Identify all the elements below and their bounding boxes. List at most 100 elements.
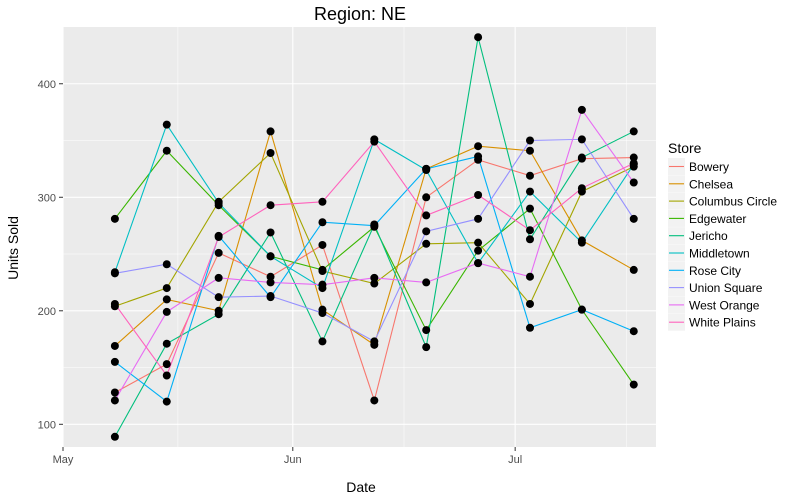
x-axis-label: Date: [346, 479, 376, 495]
legend-label-west-orange: West Orange: [689, 298, 760, 312]
y-axis-label: Units Sold: [5, 216, 21, 280]
y-axis: 100 200 300 400: [38, 79, 63, 431]
data-point-rose-city: [318, 218, 327, 227]
data-point-union-square: [629, 214, 638, 223]
data-point-union-square: [422, 227, 431, 236]
legend-label-union-square: Union Square: [689, 281, 763, 295]
legend-title: Store: [668, 140, 702, 156]
data-point-west-orange: [629, 178, 638, 187]
data-point-edgewater: [318, 265, 327, 274]
legend-label-edgewater: Edgewater: [689, 212, 746, 226]
legend-label-bowery: Bowery: [689, 160, 729, 174]
data-point-white-plains: [577, 184, 586, 193]
y-tick-label: 200: [38, 306, 56, 318]
data-point-rose-city: [422, 164, 431, 173]
data-point-bowery: [422, 193, 431, 202]
y-tick-label: 300: [38, 192, 56, 204]
data-point-columbus-circle: [370, 279, 379, 288]
data-point-columbus-circle: [266, 149, 275, 157]
data-point-columbus-circle: [422, 239, 431, 248]
data-point-rose-city: [525, 323, 534, 332]
data-point-white-plains: [474, 191, 483, 199]
data-point-jericho: [266, 228, 275, 237]
data-point-west-orange: [577, 105, 586, 114]
plot-panel: [63, 27, 656, 447]
legend-label-middletown: Middletown: [689, 247, 750, 261]
data-point-west-orange: [525, 272, 534, 281]
data-point-jericho: [525, 235, 534, 244]
data-point-columbus-circle: [162, 284, 171, 293]
y-tick-label: 100: [38, 419, 56, 431]
data-point-union-square: [525, 136, 534, 145]
data-point-rose-city: [110, 357, 119, 366]
data-point-west-orange: [474, 259, 483, 268]
data-point-west-orange: [110, 396, 119, 405]
data-point-union-square: [318, 309, 327, 318]
major-gridlines: [62, 27, 656, 447]
data-point-columbus-circle: [474, 238, 483, 247]
data-point-middletown: [266, 252, 275, 261]
data-point-edgewater: [422, 326, 431, 335]
x-tick-label: Jul: [508, 454, 522, 466]
data-point-white-plains: [370, 137, 379, 146]
data-point-edgewater: [110, 214, 119, 223]
data-point-west-orange: [422, 278, 431, 287]
data-point-union-square: [214, 293, 223, 302]
x-tick-label: May: [53, 454, 74, 466]
legend-label-columbus-circle: Columbus Circle: [689, 195, 777, 209]
data-point-middletown: [577, 238, 586, 247]
data-point-west-orange: [318, 280, 327, 289]
data-point-chelsea: [162, 295, 171, 304]
data-point-chelsea: [474, 142, 483, 151]
data-point-union-square: [577, 135, 586, 144]
data-points: [110, 33, 638, 441]
data-point-jericho: [577, 153, 586, 162]
data-point-union-square: [266, 292, 275, 301]
legend-label-jericho: Jericho: [689, 229, 728, 243]
data-point-bowery: [318, 240, 327, 249]
data-point-union-square: [110, 269, 119, 278]
data-point-jericho: [629, 127, 638, 136]
data-point-jericho: [318, 337, 327, 346]
data-point-jericho: [214, 310, 223, 319]
data-point-rose-city: [629, 327, 638, 336]
data-point-columbus-circle: [525, 299, 534, 308]
data-point-edgewater: [474, 246, 483, 255]
data-point-white-plains: [525, 226, 534, 235]
data-point-jericho: [162, 339, 171, 348]
data-point-middletown: [214, 198, 223, 207]
data-point-white-plains: [266, 201, 275, 210]
chart-title: Region: NE: [314, 4, 406, 24]
data-point-jericho: [422, 343, 431, 352]
data-point-union-square: [474, 214, 483, 223]
legend-label-chelsea: Chelsea: [689, 177, 733, 191]
data-point-white-plains: [214, 233, 223, 241]
data-point-rose-city: [577, 305, 586, 314]
legend: Store Bowery Chelsea Columbus Circle Edgewa…: [668, 140, 777, 331]
x-tick-label: Jun: [284, 454, 302, 466]
data-point-middletown: [525, 187, 534, 196]
data-point-white-plains: [110, 299, 119, 308]
minor-gridlines: [63, 27, 656, 447]
data-point-edgewater: [629, 380, 638, 389]
data-point-union-square: [370, 337, 379, 346]
data-point-white-plains: [629, 159, 638, 168]
data-point-union-square: [162, 260, 171, 269]
x-axis: May Jun Jul: [53, 447, 522, 466]
data-point-chelsea: [629, 265, 638, 274]
data-point-bowery: [162, 360, 171, 369]
data-point-west-orange: [266, 278, 275, 287]
data-point-rose-city: [370, 221, 379, 230]
data-point-chelsea: [525, 146, 534, 155]
data-point-white-plains: [422, 211, 431, 220]
data-point-white-plains: [162, 371, 171, 380]
data-point-bowery: [266, 272, 275, 281]
data-point-chelsea: [266, 127, 275, 136]
data-point-white-plains: [318, 197, 327, 206]
data-point-bowery: [110, 388, 119, 397]
data-point-west-orange: [162, 307, 171, 316]
data-point-middletown: [162, 120, 171, 129]
y-tick-label: 400: [38, 79, 56, 91]
data-point-jericho: [110, 432, 119, 441]
